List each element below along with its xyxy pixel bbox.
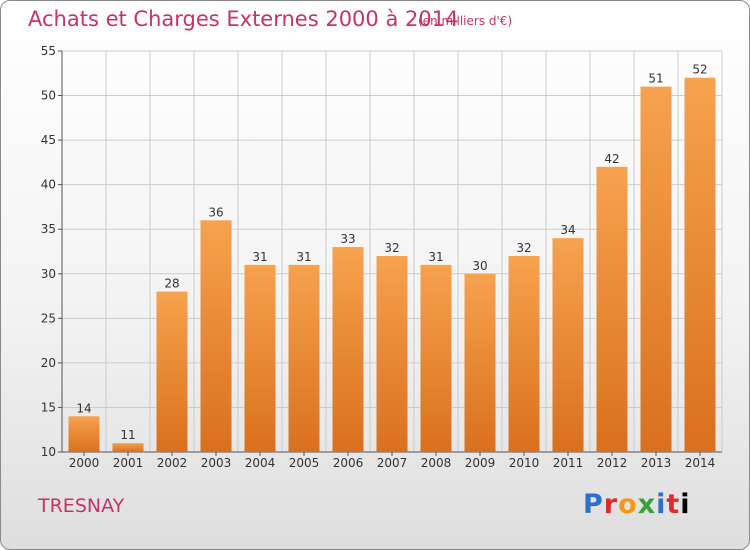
proxiti-logo[interactable]: Proxiti [583, 489, 691, 520]
bar-2008 [420, 264, 452, 452]
tick-labels: 10 15 20 25 30 35 40 45 50 55 2000 2001 2002 2003 2004… [41, 44, 716, 470]
data-label-2012: 42 [604, 152, 619, 166]
data-label-2005: 31 [296, 250, 311, 264]
data-label-2001: 11 [120, 428, 135, 442]
x-tick-label-2004: 2004 [245, 456, 276, 470]
y-tick-label: 10 [41, 445, 56, 459]
data-label-2000: 14 [76, 401, 91, 415]
bar-2006 [332, 247, 364, 452]
chart-title: Achats et Charges Externes 2000 à 2014 [28, 7, 459, 31]
x-tick-label-2014: 2014 [685, 456, 716, 470]
x-tick-label-2003: 2003 [201, 456, 232, 470]
bar-2002 [156, 291, 188, 452]
chart-unit: (en milliers d'€) [418, 14, 513, 28]
data-labels: 14 11 28 36 31 31 33 32 31 30 32 34 42 51 52 [76, 63, 707, 442]
bar-2005 [288, 264, 320, 452]
y-tick-label: 50 [41, 89, 56, 103]
x-tick-label-2013: 2013 [641, 456, 672, 470]
x-tick-label-2009: 2009 [465, 456, 496, 470]
bar-2013 [640, 86, 672, 453]
y-tick-label: 30 [41, 267, 56, 281]
x-tick-label-2010: 2010 [509, 456, 540, 470]
x-tick-label-2007: 2007 [377, 456, 408, 470]
bar-2000 [68, 416, 100, 452]
bar-2007 [376, 255, 408, 452]
x-tick-label-2008: 2008 [421, 456, 452, 470]
x-tick-label-2001: 2001 [113, 456, 144, 470]
data-label-2014: 52 [692, 63, 707, 77]
y-tick-label: 20 [41, 356, 56, 370]
bar-2012 [596, 166, 628, 452]
commune-name: TRESNAY [38, 495, 125, 517]
bar-2001 [112, 443, 144, 452]
x-tick-label-2002: 2002 [157, 456, 188, 470]
data-label-2004: 31 [252, 250, 267, 264]
bar-2011 [552, 238, 584, 452]
data-label-2003: 36 [208, 205, 223, 219]
y-tick-label: 45 [41, 133, 56, 147]
bar-2014 [684, 77, 716, 452]
x-tick-label-2006: 2006 [333, 456, 364, 470]
y-tick-label: 40 [41, 178, 56, 192]
x-tick-label-2012: 2012 [597, 456, 628, 470]
data-label-2009: 30 [472, 259, 487, 273]
data-label-2002: 28 [164, 277, 179, 291]
data-label-2010: 32 [516, 241, 531, 255]
y-tick-label: 55 [41, 44, 56, 58]
y-tick-label: 25 [41, 311, 56, 325]
data-label-2013: 51 [648, 72, 663, 86]
data-label-2006: 33 [340, 232, 355, 246]
data-label-2008: 31 [428, 250, 443, 264]
bar-2009 [464, 273, 496, 452]
y-tick-label: 15 [41, 400, 56, 414]
data-label-2011: 34 [560, 223, 575, 237]
x-tick-label-2011: 2011 [553, 456, 584, 470]
x-tick-label-2000: 2000 [69, 456, 100, 470]
bar-2010 [508, 255, 540, 452]
x-tick-label-2005: 2005 [289, 456, 320, 470]
data-label-2007: 32 [384, 241, 399, 255]
y-tick-label: 35 [41, 222, 56, 236]
bar-2004 [244, 264, 276, 452]
bars [68, 77, 716, 453]
bar-2003 [200, 220, 232, 452]
